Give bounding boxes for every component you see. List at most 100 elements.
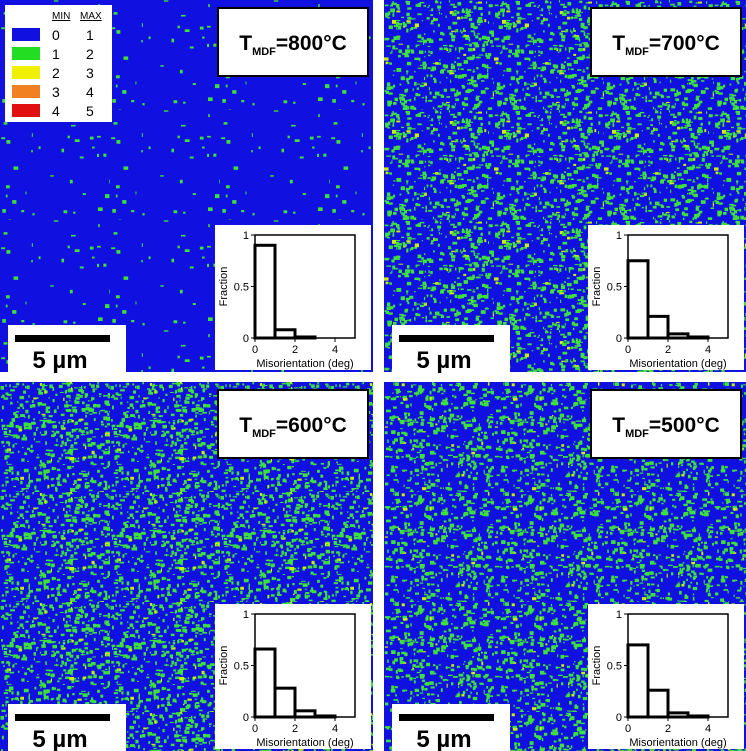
histogram-bar [686, 714, 710, 719]
histogram-bar [646, 314, 670, 340]
x-tick-label: 2 [292, 344, 298, 356]
histogram-bar [253, 647, 277, 719]
legend-swatch [12, 104, 40, 117]
histogram-bar [626, 259, 650, 340]
panel: TMDF=800°C 5 µm 0 0.5 1 0 2 4 Misorientation (de… [0, 0, 373, 374]
legend: MIN MAX 0 1 1 2 2 3 3 4 4 5 [5, 5, 112, 122]
chart-title: TMDF=800°C [239, 32, 347, 58]
legend-min: 1 [52, 46, 60, 62]
x-tick-label: 4 [332, 344, 338, 356]
y-tick-label: 1 [616, 230, 622, 242]
y-axis-label: Fraction [218, 267, 230, 307]
legend-max: 5 [86, 103, 94, 119]
x-axis-label: Misorientation (deg) [256, 358, 353, 370]
x-tick-label: 2 [292, 723, 298, 735]
x-axis-label: Misorientation (deg) [629, 737, 726, 749]
y-tick-label: 0 [243, 712, 249, 724]
chart-title: TMDF=600°C [239, 414, 347, 440]
x-axis-label: Misorientation (deg) [256, 737, 353, 749]
legend-min: 3 [52, 84, 60, 100]
title-rest: =600°C [276, 414, 347, 437]
legend-max: 4 [86, 84, 94, 100]
x-tick-label: 4 [332, 723, 338, 735]
x-tick-label: 0 [625, 723, 631, 735]
y-tick-label: 0.5 [607, 282, 622, 294]
legend-min: 2 [52, 65, 60, 81]
scale-box [392, 704, 510, 751]
legend-swatch [12, 85, 40, 98]
chart-title: TMDF=500°C [612, 414, 720, 440]
legend-swatch [12, 66, 40, 79]
legend-max: 3 [86, 65, 94, 81]
title-box [217, 389, 369, 459]
legend-max: 1 [86, 27, 94, 43]
histogram-bar [293, 335, 317, 340]
title-main: T [612, 414, 625, 437]
scale-bar [399, 714, 494, 721]
x-axis-label: Misorientation (deg) [629, 358, 726, 370]
title-sub: MDF [625, 428, 649, 440]
y-tick-label: 0 [243, 333, 249, 345]
title-box [590, 389, 742, 459]
panel: TMDF=500°C 5 µm 0 0.5 1 0 2 4 Misorientation (de… [384, 382, 746, 751]
histogram-bar [253, 243, 277, 340]
scale-label: 5 µm [32, 726, 87, 751]
histogram-bar [626, 643, 650, 719]
panel: TMDF=600°C 5 µm 0 0.5 1 0 2 4 Misorientation (de… [0, 382, 373, 751]
title-rest: =700°C [649, 32, 720, 55]
x-tick-label: 4 [705, 723, 711, 735]
y-tick-label: 1 [616, 609, 622, 621]
title-box [217, 7, 369, 77]
y-tick-label: 0 [616, 712, 622, 724]
inset-box [588, 604, 744, 749]
x-tick-label: 0 [625, 344, 631, 356]
y-tick-label: 0.5 [234, 282, 249, 294]
y-tick-label: 1 [243, 230, 249, 242]
scale-label: 5 µm [32, 347, 87, 374]
histogram-bar [646, 688, 670, 719]
y-axis-label: Fraction [591, 646, 603, 686]
scale-bar [15, 335, 110, 342]
x-tick-label: 2 [665, 723, 671, 735]
legend-swatch [12, 28, 40, 41]
histogram-bar [686, 335, 710, 340]
scale-bar [15, 714, 110, 721]
title-main: T [239, 32, 252, 55]
title-rest: =500°C [649, 414, 720, 437]
y-axis-label: Fraction [591, 267, 603, 307]
inset-box [215, 604, 371, 749]
x-tick-label: 4 [705, 344, 711, 356]
histogram-bar [293, 709, 317, 719]
y-tick-label: 0.5 [607, 661, 622, 673]
chart-title: TMDF=700°C [612, 32, 720, 58]
panel: TMDF=700°C 5 µm 0 0.5 1 0 2 4 Misorientation (de… [384, 0, 746, 374]
histogram-bar [273, 328, 297, 340]
scale-box [8, 704, 126, 751]
scale-label: 5 µm [416, 347, 471, 374]
histogram-bar [273, 686, 297, 719]
x-tick-label: 2 [665, 344, 671, 356]
scale-label: 5 µm [416, 726, 471, 751]
legend-header: MAX [80, 11, 102, 22]
title-rest: =800°C [276, 32, 347, 55]
legend-max: 2 [86, 46, 94, 62]
title-sub: MDF [625, 46, 649, 58]
scale-box [8, 325, 126, 372]
title-sub: MDF [252, 428, 276, 440]
y-tick-label: 1 [243, 609, 249, 621]
title-main: T [612, 32, 625, 55]
legend-swatch [12, 47, 40, 60]
inset-box [588, 225, 744, 370]
scale-bar [399, 335, 494, 342]
y-axis-label: Fraction [218, 646, 230, 686]
y-tick-label: 0.5 [234, 661, 249, 673]
title-sub: MDF [252, 46, 276, 58]
histogram-bar [313, 714, 337, 719]
scale-box [392, 325, 510, 372]
legend-min: 0 [52, 27, 60, 43]
title-main: T [239, 414, 252, 437]
inset-box [215, 225, 371, 370]
legend-box [5, 5, 112, 122]
x-tick-label: 0 [252, 723, 258, 735]
